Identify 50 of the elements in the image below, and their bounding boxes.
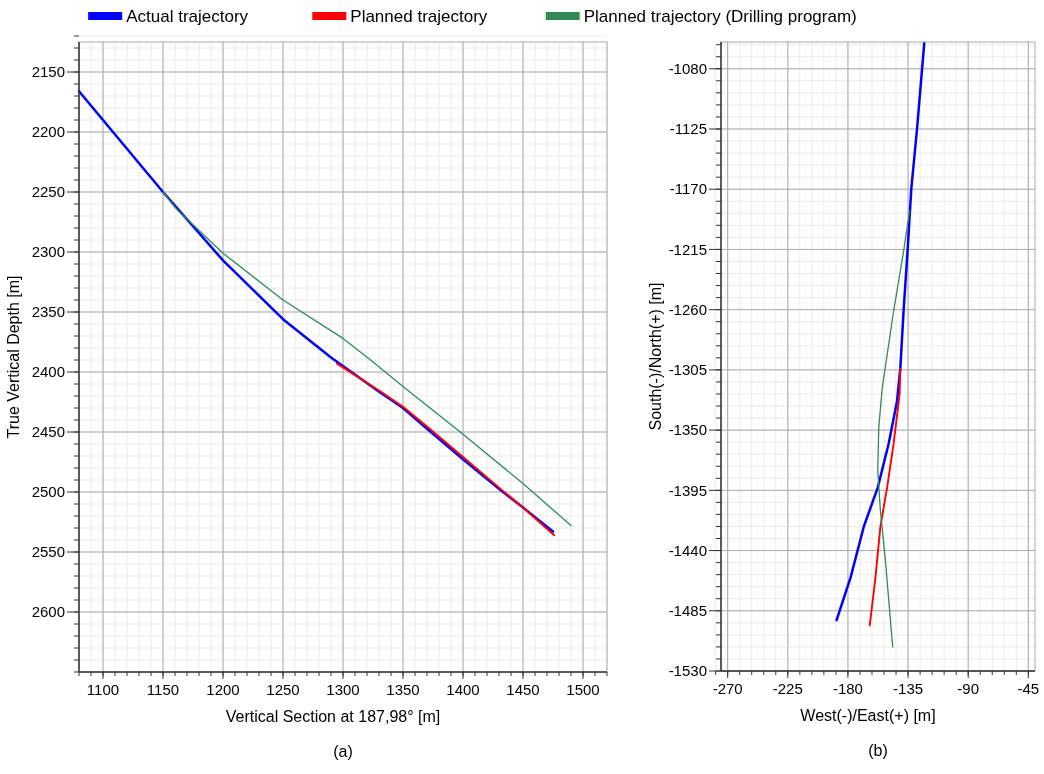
x-tick-label: 1450	[506, 681, 540, 698]
y-tick-label: 2450	[31, 423, 65, 441]
y-axis-title: South(-)/North(+) [m]	[647, 282, 664, 431]
x-tick-label: -45	[1017, 680, 1040, 697]
text: (a)	[333, 743, 353, 760]
y-tick-label: -1440	[668, 541, 707, 559]
y-tick-label: -1080	[668, 60, 707, 78]
y-tick-label: 2300	[31, 243, 65, 261]
line-series	[336, 362, 556, 537]
y-tick-label: -1170	[669, 180, 707, 198]
x-tick-label: 1400	[446, 681, 480, 698]
y-axis-title: True Vertical Depth [m]	[5, 275, 22, 439]
line-series	[868, 367, 902, 627]
y-tick-label: -1215	[668, 240, 707, 258]
text: (b)	[868, 742, 888, 759]
y-tick-label: -1125	[669, 120, 707, 138]
legend-label: Planned trajectory (Drilling program)	[583, 6, 857, 26]
x-tick-label: 1200	[206, 681, 240, 698]
line-series	[877, 209, 911, 648]
x-tick-label: 1500	[566, 681, 600, 698]
y-tick-label: 2550	[31, 543, 65, 561]
x-tick-label: 1100	[86, 681, 120, 698]
legend-label: Planned trajectory	[350, 6, 488, 26]
y-tick-label: 2200	[31, 123, 65, 141]
x-tick-label: -225	[772, 680, 803, 697]
x-tick-label: -180	[832, 680, 863, 697]
x-axis-title: West(-)/East(+) [m]	[800, 707, 936, 724]
y-tick-label: -1350	[668, 421, 707, 439]
y-tick-label: -1305	[668, 361, 707, 379]
y-tick-label: -1530	[668, 662, 707, 680]
y-tick-label: 2600	[31, 603, 65, 621]
x-axis-title: Vertical Section at 187,98° [m]	[225, 708, 441, 725]
y-tick-label: 2250	[31, 183, 65, 201]
x-tick-label: 1250	[266, 681, 300, 698]
y-tick-label: 2500	[31, 483, 65, 501]
y-tick-label: -1485	[668, 602, 707, 620]
x-tick-label: 1300	[326, 681, 360, 698]
y-tick-label: 2350	[31, 303, 65, 321]
line-series	[162, 191, 572, 527]
y-tick-label: -1260	[668, 300, 707, 318]
legend-label: Actual trajectory	[126, 6, 249, 26]
y-tick-label: 2400	[31, 363, 65, 381]
x-tick-label: 1350	[386, 681, 420, 698]
y-tick-label: -1395	[668, 481, 707, 499]
x-tick-label: -135	[893, 680, 924, 697]
line-series	[835, 42, 926, 622]
x-tick-label: -270	[712, 680, 743, 697]
y-tick-label: 2150	[31, 63, 65, 81]
x-tick-label: -90	[957, 680, 980, 697]
x-tick-label: 1150	[146, 681, 180, 698]
